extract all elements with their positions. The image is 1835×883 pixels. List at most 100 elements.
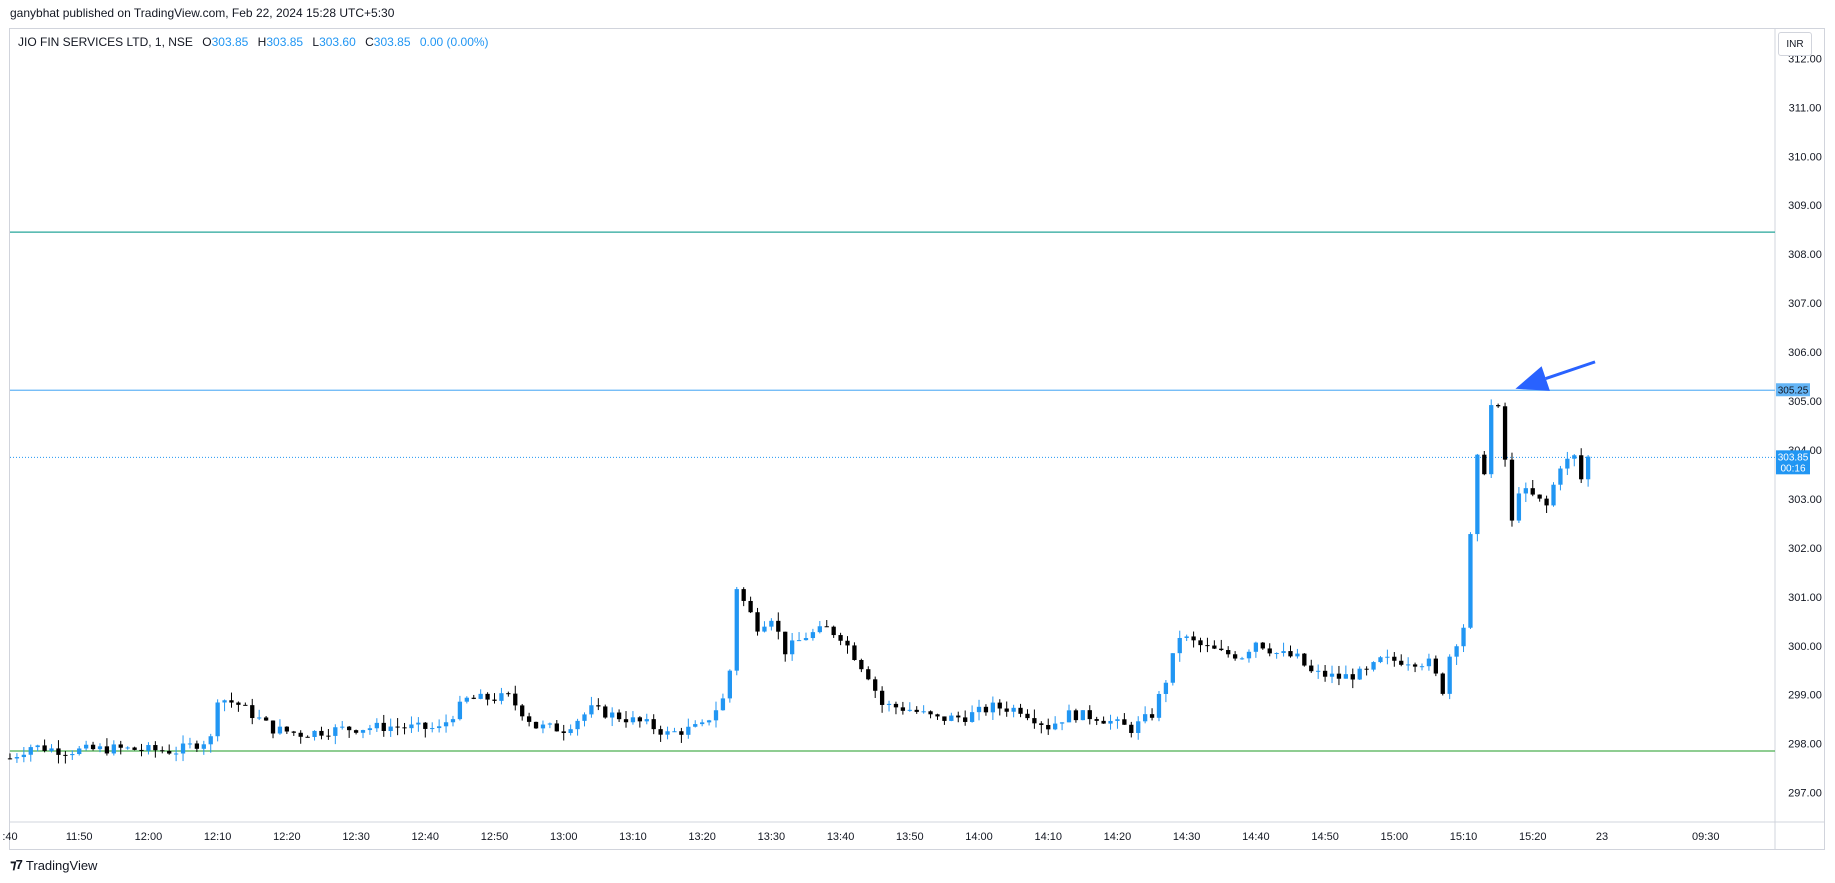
candle-body <box>983 706 989 713</box>
candle-body <box>651 719 656 730</box>
candle-body <box>180 743 186 754</box>
candle-body <box>35 745 40 748</box>
y-tick-label: 312.00 <box>1788 53 1822 65</box>
y-tick-label: 307.00 <box>1788 298 1822 310</box>
x-tick-label: 12:00 <box>135 831 163 843</box>
price-label-last-price: 303.85 <box>1778 452 1809 463</box>
candle-body <box>146 745 151 751</box>
candle-body <box>97 746 103 750</box>
candle-body <box>464 697 469 702</box>
candle-body <box>1495 405 1501 407</box>
candle-body <box>215 702 220 737</box>
candle-body <box>859 659 864 670</box>
candle-body <box>1260 642 1265 649</box>
candle-body <box>1530 488 1535 495</box>
open-label: O <box>202 35 212 49</box>
candle-body <box>1302 653 1307 666</box>
candle-body <box>873 679 878 691</box>
candle-body <box>1246 651 1252 659</box>
symbol-name[interactable]: JIO FIN SERVICES LTD, 1, NSE <box>18 35 193 49</box>
candle-body <box>734 589 739 671</box>
candle-body <box>250 705 255 719</box>
candle-body <box>1336 673 1342 679</box>
candle-body <box>1073 710 1079 721</box>
y-tick-label: 306.00 <box>1788 347 1822 359</box>
candle-body <box>312 730 317 737</box>
candle-body <box>969 712 975 722</box>
candle-body <box>1059 722 1065 724</box>
candle-body <box>866 669 871 680</box>
candle-body <box>1558 468 1563 485</box>
x-tick-label: 14:30 <box>1173 831 1201 843</box>
candle-body <box>270 720 276 734</box>
candle-body <box>700 722 705 725</box>
candle-body <box>1364 668 1369 670</box>
candle-body <box>409 724 414 729</box>
candle-body <box>21 754 26 758</box>
symbol-legend: JIO FIN SERVICES LTD, 1, NSE O303.85 H30… <box>18 35 489 49</box>
candle-body <box>741 589 746 601</box>
candle-body <box>1080 710 1085 721</box>
candle-body <box>436 726 442 729</box>
candle-body <box>1239 658 1245 660</box>
candle-body <box>1475 454 1480 535</box>
candle-body <box>630 717 636 723</box>
candle-body <box>291 731 296 733</box>
candle-body <box>824 626 829 628</box>
x-tick-label: 12:20 <box>273 831 301 843</box>
candle-body <box>886 703 892 705</box>
change-value: 0.00 (0.00%) <box>419 35 489 49</box>
candle-body <box>485 693 490 700</box>
x-tick-label: 14:00 <box>965 831 993 843</box>
candle-body <box>1426 658 1432 667</box>
candle-body <box>167 751 172 754</box>
candle-body <box>644 719 649 722</box>
candle-body <box>395 726 400 728</box>
candle-body <box>679 731 684 735</box>
candle-body <box>935 714 940 717</box>
x-tick-label: 12:40 <box>412 831 440 843</box>
candle-body <box>610 712 615 718</box>
candle-body <box>326 735 331 737</box>
price-label-high-level: 305.25 <box>1778 385 1809 396</box>
candle-body <box>893 703 899 708</box>
x-tick-label: 15:00 <box>1381 831 1409 843</box>
candle-body <box>949 715 954 721</box>
y-tick-label: 302.00 <box>1788 543 1822 555</box>
candle-body <box>208 736 213 745</box>
footer-branding: ⁊7 TradingView <box>10 857 97 873</box>
candle-body <box>1440 673 1445 694</box>
candle-body <box>976 706 982 713</box>
candle-body <box>305 736 310 738</box>
candle-body <box>748 600 753 613</box>
candle-body <box>42 745 47 751</box>
candle-body <box>1122 719 1127 725</box>
candle-body <box>942 716 947 721</box>
candle-body <box>1468 534 1473 628</box>
candle-body <box>582 714 587 721</box>
candle-body <box>1579 455 1584 480</box>
x-tick-label: 13:50 <box>896 831 924 843</box>
candle-body <box>520 705 525 717</box>
candle-body <box>104 746 110 754</box>
candle-body <box>879 690 885 705</box>
candle-body <box>7 758 13 760</box>
candle-body <box>575 720 580 730</box>
candle-body <box>333 727 338 736</box>
y-tick-label: 298.00 <box>1788 739 1822 751</box>
candle-body <box>471 697 476 699</box>
candle-body <box>533 721 539 729</box>
candle-body <box>1509 459 1515 521</box>
x-tick-label: 09:30 <box>1692 831 1720 843</box>
candle-body <box>706 720 712 723</box>
y-tick-label: 305.00 <box>1788 396 1822 408</box>
candle-body <box>727 670 732 699</box>
x-tick-label: 15:10 <box>1450 831 1478 843</box>
candle-body <box>1142 714 1148 722</box>
candle-body <box>1371 662 1376 670</box>
candle-body <box>963 717 968 722</box>
candle-body <box>1267 648 1272 654</box>
currency-button[interactable]: INR <box>1778 32 1812 56</box>
candle-body <box>49 748 54 751</box>
